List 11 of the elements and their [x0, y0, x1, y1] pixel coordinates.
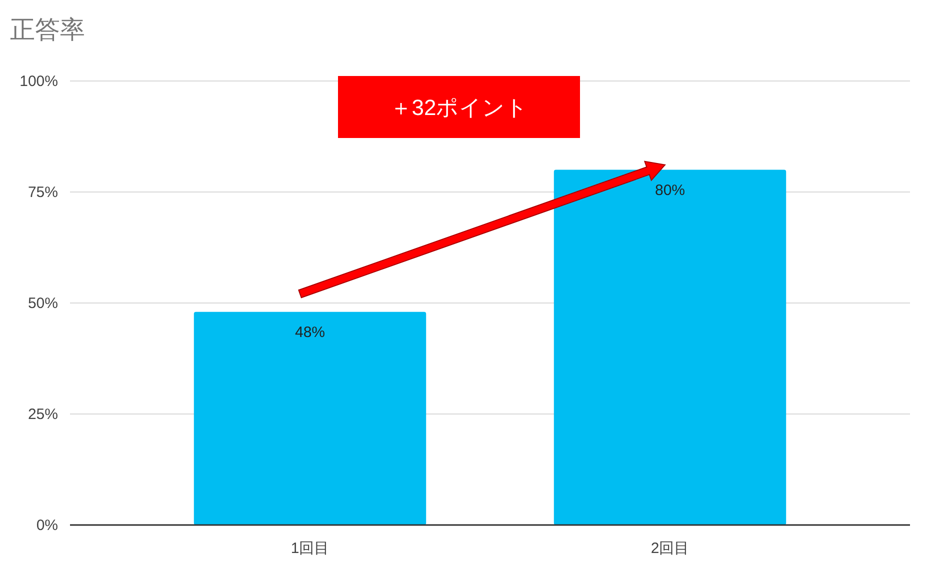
y-tick-label: 0%	[36, 517, 58, 534]
x-tick-label: 2回目	[650, 540, 690, 557]
data-label: 80%	[654, 182, 686, 199]
data-label: 48%	[294, 324, 326, 341]
y-tick-label: 50%	[28, 295, 58, 312]
chart-title: 正答率	[10, 16, 85, 44]
y-tick-label: 25%	[28, 406, 58, 423]
x-tick-label: 1回目	[290, 540, 330, 557]
y-tick-label: 75%	[28, 184, 58, 201]
y-tick-label: 100%	[20, 73, 58, 90]
annotation: ＋32ポイント	[390, 95, 528, 120]
